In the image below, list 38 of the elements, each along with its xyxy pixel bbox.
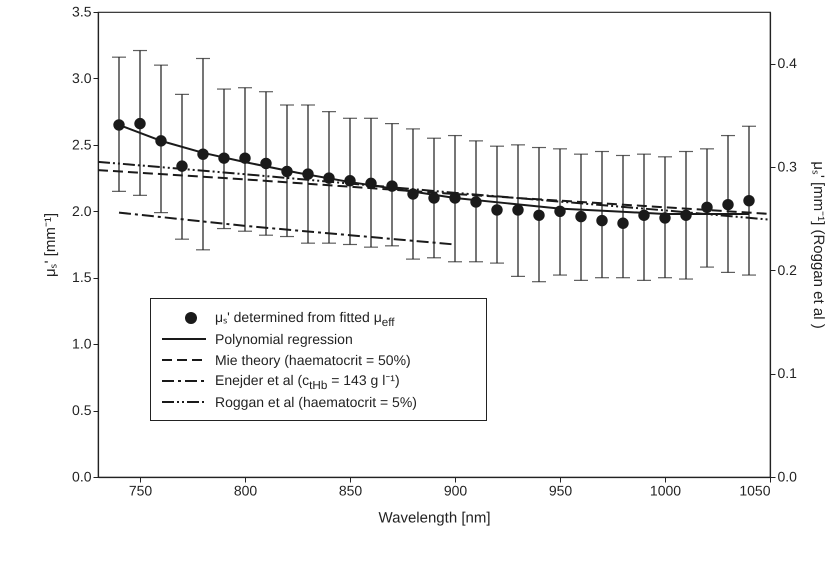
y-axis-title: μₛ' [mm⁻¹]: [42, 213, 60, 277]
x-tick-label: 1000: [650, 482, 682, 498]
x-tick-label: 900: [444, 482, 468, 498]
y2-tick-label: 0.4: [778, 55, 798, 72]
x-tick-label: 850: [338, 482, 362, 498]
y2-axis-title: μₛ' [mm⁻¹] (Roggan et al ): [810, 161, 827, 329]
y2-tick-label: 0.0: [778, 468, 798, 484]
point: [533, 210, 545, 221]
y-tick-label: 3.0: [72, 70, 92, 86]
point: [491, 204, 503, 216]
x-tick-label: 950: [548, 482, 572, 498]
x-tick-label: 750: [128, 482, 152, 498]
point: [617, 218, 629, 229]
point: [596, 214, 608, 226]
point: [512, 204, 524, 216]
y2-tick-label: 0.2: [778, 262, 798, 278]
y-tick-label: 1.5: [72, 269, 92, 286]
x-axis-title: Wavelength [nm]: [378, 510, 490, 526]
y2-tick-label: 0.1: [778, 365, 798, 382]
x-tick-label: 1050: [739, 482, 771, 498]
point: [722, 198, 734, 210]
y-tick-label: 2.5: [72, 136, 92, 152]
legend-label: μₛ' determined from fitted μ$_{eff}$: [215, 308, 395, 328]
y-tick-label: 3.5: [72, 4, 92, 20]
y-tick-label: 0.0: [72, 468, 92, 484]
x-tick-label: 800: [234, 482, 258, 498]
y-tick-label: 1.0: [72, 336, 92, 352]
y-tick-label: 2.0: [72, 202, 92, 219]
legend-label: Roggan et al (haematocrit = 5%): [215, 394, 417, 410]
point: [134, 118, 146, 130]
point: [575, 210, 587, 222]
point: [743, 194, 755, 206]
y-tick-label: 0.5: [72, 402, 92, 418]
y2-tick-label: 0.3: [778, 158, 798, 174]
point: [701, 202, 713, 213]
legend-label: Enejder et al (c$_{tHb}$ = 143 g l⁻¹): [215, 370, 400, 392]
legend-label: Polynomial regression: [215, 330, 353, 346]
legend-label: Mie theory (haematocrit = 50%): [215, 352, 411, 368]
